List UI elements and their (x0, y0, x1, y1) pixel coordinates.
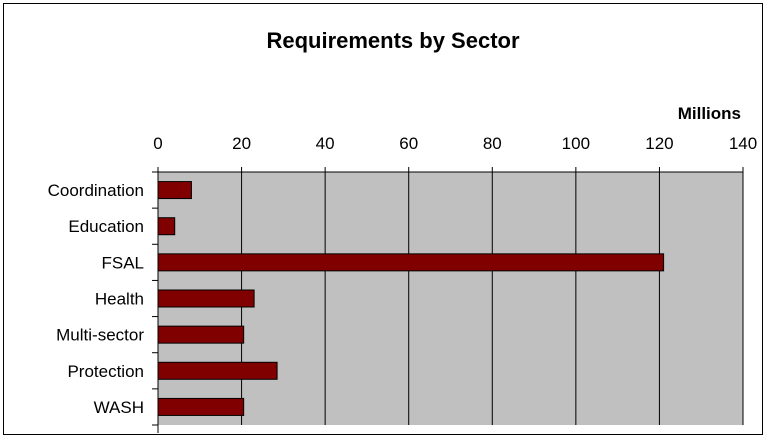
category-label: FSAL (101, 253, 144, 272)
bar (157, 325, 245, 344)
category-label: Coordination (48, 181, 144, 200)
bar (157, 289, 255, 308)
bar (157, 397, 245, 416)
category-label: Education (68, 217, 144, 236)
x-tick-label: 20 (232, 134, 251, 153)
x-tick-label: 120 (645, 134, 673, 153)
bar (157, 361, 278, 380)
x-tick-label: 100 (562, 134, 590, 153)
x-tick-label: 40 (316, 134, 335, 153)
category-label: Multi-sector (56, 326, 144, 345)
category-labels: Coordination Education FSAL Health Multi-sec… (48, 171, 158, 426)
gridlines (157, 172, 744, 425)
category-label: WASH (94, 398, 144, 417)
x-tick-label: 140 (729, 134, 757, 153)
chart-title: Requirements by Sector (266, 28, 520, 53)
category-label: Health (95, 290, 144, 309)
bar (157, 253, 665, 272)
bar (157, 217, 176, 236)
x-tick-label: 80 (483, 134, 502, 153)
bar (157, 181, 192, 200)
category-label: Protection (67, 362, 144, 381)
x-tick-label: 60 (399, 134, 418, 153)
x-axis-ticks: 0 20 40 60 80 100 120 140 (153, 134, 757, 433)
axis-unit-label: Millions (678, 104, 741, 123)
plot-area (158, 172, 743, 425)
x-tick-label: 0 (153, 134, 162, 153)
bars (157, 181, 665, 416)
